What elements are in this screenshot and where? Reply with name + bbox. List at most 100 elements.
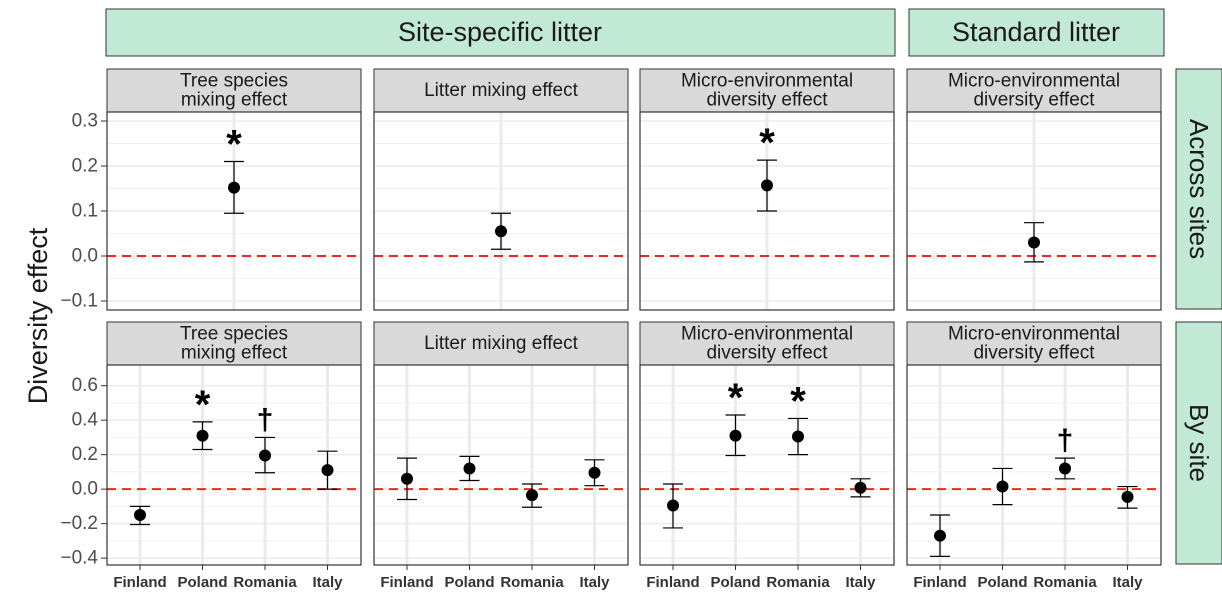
data-point [495,225,507,238]
panel-border [373,111,629,311]
panel-title-line-1: Micro-environmental [681,324,853,345]
panel-background [640,365,894,565]
x-tick-label: Finland [646,574,699,591]
x-tick-label: Romania [1033,574,1097,591]
group-strip-standard [908,8,1165,57]
data-point [792,430,804,443]
panel-title-line-2: diversity effect [706,343,828,364]
x-tick-label: Poland [710,574,760,591]
y-tick-label: −0.4 [60,548,98,569]
significance-star: * [790,379,806,423]
significance-star: * [195,383,211,427]
data-point [996,480,1009,493]
data-point [321,464,334,477]
y-tick-label: 0.6 [72,375,98,396]
panel-title-line-2: diversity effect [973,90,1095,111]
y-axis-title: Diversity effect [23,227,53,404]
panel-title-line-2: diversity effect [973,343,1095,364]
panel-title-line-1: Micro-environmental [948,71,1120,92]
data-point [854,481,867,494]
x-tick-label: Romania [500,574,564,591]
y-tick-label: 0.0 [72,246,98,267]
panel-title-line-1: Tree species [180,71,288,92]
panel-strip [906,321,1162,366]
panel-strip [106,321,362,366]
significance-star: * [759,121,775,165]
data-point [588,466,601,479]
panel-background [374,365,628,565]
significance-star: * [728,376,744,420]
y-tick-label: 0.4 [72,410,99,431]
panel-2-2: Litter mixing effect Finland Poland Romania… [373,321,629,591]
group-header-standard: Standard litter [952,17,1120,47]
x-tick-label: Romania [766,574,830,591]
x-tick-label: Italy [579,574,610,591]
x-tick-label: Finland [113,574,166,591]
group-strip-site-specific [105,8,896,57]
y-tick-label: 0.2 [72,156,98,177]
data-point [134,509,146,521]
data-point [463,462,476,475]
data-point [1028,236,1040,249]
panel-strip [906,68,1162,113]
data-point [526,489,538,502]
x-tick-label: Italy [1112,574,1143,591]
panel-strip [106,68,362,113]
significance-dagger: † [257,403,274,436]
data-point [1059,462,1071,475]
row-strip-across-sites [1175,68,1222,310]
y-tick-label: 0.0 [72,479,98,500]
row-strip-by-site [1175,321,1222,565]
y-tick-label: −0.2 [60,513,98,534]
panel-title-line-1: Micro-environmental [681,71,853,92]
y-tick-label: −0.1 [60,291,98,312]
panel-title-line-2: mixing effect [181,343,288,364]
panel-border [906,111,1162,311]
data-point [259,449,271,462]
x-tick-label: Poland [177,574,227,591]
panel-background [107,365,361,565]
data-point [761,179,773,192]
data-point [228,181,240,194]
panel-1-2: Litter mixing effect [373,68,629,311]
x-tick-label: Poland [444,574,494,591]
panel-border [106,364,362,566]
panel-strip [373,68,629,113]
x-tick-label: Poland [977,574,1027,591]
x-tick-label: Finland [913,574,966,591]
data-point [667,499,679,512]
group-header-site-specific: Site-specific litter [398,17,602,47]
panel-title-line-1: Micro-environmental [948,324,1120,345]
panel-border [639,364,895,566]
x-tick-label: Italy [845,574,876,591]
x-tick-label: Finland [380,574,433,591]
panel-border [373,364,629,566]
panel-background [907,365,1161,565]
panel-strip [639,68,895,113]
significance-dagger: † [1057,424,1074,457]
panel-title-line-1: Tree species [180,324,288,345]
x-tick-label: Romania [233,574,297,591]
y-tick-label: 0.2 [72,444,98,465]
data-point [1121,490,1134,503]
panel-title: Litter mixing effect [424,333,579,354]
panel-title-line-2: diversity effect [706,90,828,111]
data-point [401,472,413,485]
panel-border [106,111,362,311]
row-label-across-sites: Across sites [1184,119,1214,259]
panel-border [906,364,1162,566]
y-tick-label: 0.1 [72,201,98,222]
panel-border [639,111,895,311]
data-point [729,429,742,442]
data-point [196,429,209,442]
y-tick-label: 0.3 [72,111,98,132]
panel-title-line-2: mixing effect [181,90,288,111]
row-label-by-site: By site [1184,404,1214,482]
significance-star: * [226,123,242,167]
